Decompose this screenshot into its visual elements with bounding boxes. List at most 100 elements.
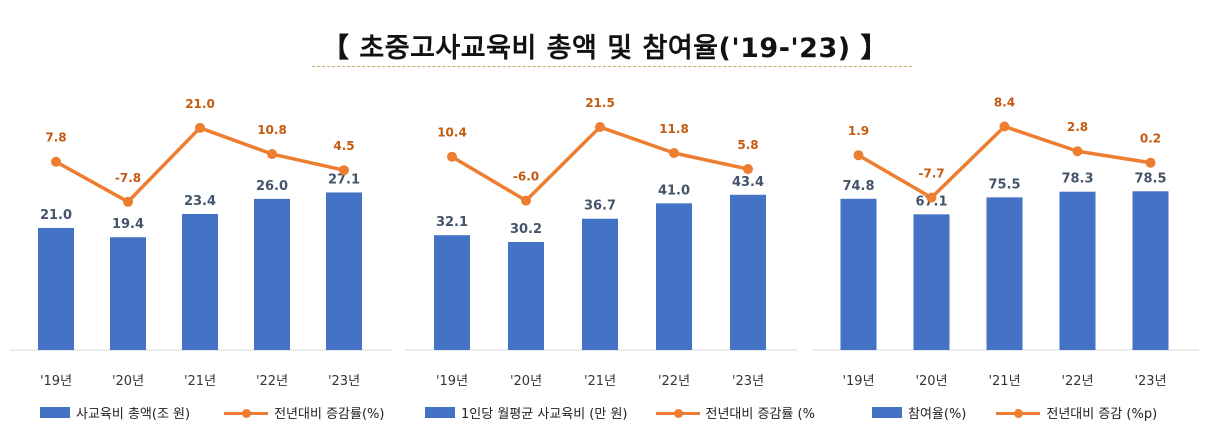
line-point — [267, 149, 277, 160]
chart-panel-participation-rate: 74.867.175.578.378.51.9-7.78.42.80.2'19년… — [812, 80, 1200, 447]
x-tick-label: '19년 — [436, 374, 468, 389]
bar-value-label: 78.3 — [1061, 172, 1093, 187]
bar — [1132, 191, 1169, 350]
bar — [913, 214, 950, 350]
line-series — [55, 126, 345, 204]
line-point — [123, 196, 133, 207]
bar — [656, 203, 692, 350]
chart-participation-rate: 74.867.175.578.378.51.9-7.78.42.80.2'19년… — [812, 95, 1199, 389]
legend-item-line: 전년대비 증감률(%) — [224, 403, 384, 422]
legend-bar-label: 사교육비 총액(조 원) — [76, 407, 191, 422]
chart-total-spending: 21.0 19.4 23.4 26.0 27.1 7.8 -7.8 21.0 10.8 4.5 '1… — [10, 97, 392, 389]
legend-item-bar: 참여율(%) — [872, 403, 966, 422]
line-point — [195, 122, 205, 133]
line-value-label: 11.8 — [659, 122, 689, 136]
x-tick-label: '22년 — [1061, 374, 1093, 389]
bar-value-label: 19.4 — [112, 217, 144, 232]
legend-bar-swatch — [40, 407, 70, 418]
legend-line-label: 전년대비 증감률(%) — [274, 407, 385, 422]
x-tick-label: '23년 — [1134, 374, 1166, 389]
chart-legend: 사교육비 총액(조 원) 전년대비 증감률(%) — [40, 403, 384, 422]
line-value-label: 21.0 — [185, 97, 215, 111]
line-point — [999, 121, 1010, 132]
line-point — [1145, 157, 1156, 168]
bar — [986, 197, 1023, 350]
legend-bar-swatch — [872, 407, 902, 418]
chart-panel-total-spending: 21.0 19.4 23.4 26.0 27.1 7.8 -7.8 21.0 10.8 4.5 '1… — [10, 80, 395, 447]
x-tick-label: '23년 — [732, 374, 764, 389]
line-point — [926, 192, 937, 203]
x-tick-label: '20년 — [510, 374, 542, 389]
line-value-label: 7.8 — [45, 131, 66, 145]
chart-panel-monthly-spending: 32.1 30.2 36.7 41.0 43.4 10.4 -6.0 21.5 11.8 5.8 '… — [405, 80, 815, 447]
chart-legend: 1인당 월평균 사교육비 (만 원) 전년대비 증감률 (% — [425, 403, 815, 422]
bar — [582, 218, 618, 350]
legend-bar-swatch — [425, 407, 455, 418]
line-point — [743, 164, 753, 175]
bar-value-label: 74.8 — [842, 179, 874, 194]
line-point — [447, 151, 457, 162]
title-underline — [312, 66, 912, 67]
line-value-label: 0.2 — [1140, 132, 1161, 146]
line-value-label: 21.5 — [585, 96, 615, 110]
x-tick-label: '22년 — [658, 374, 690, 389]
legend-line-swatch — [224, 407, 269, 419]
line-value-label: 10.4 — [437, 126, 467, 140]
line-value-label: 1.9 — [848, 124, 869, 138]
line-value-label: 4.5 — [333, 139, 354, 153]
x-tick-label: '21년 — [988, 374, 1020, 389]
line-point — [521, 195, 531, 206]
legend-line-label: 전년대비 증감률 (% — [705, 407, 815, 422]
chart-legend: 참여율(%) 전년대비 증감 (%p) — [872, 403, 1157, 422]
bar-value-label: 27.1 — [328, 172, 360, 187]
line-value-label: -7.8 — [115, 171, 141, 185]
line-value-label: 10.8 — [257, 123, 287, 137]
line-value-label: 8.4 — [994, 95, 1015, 109]
bar-value-label: 78.5 — [1134, 171, 1166, 186]
x-tick-label: '22년 — [256, 374, 288, 389]
x-tick-label: '19년 — [842, 374, 874, 389]
x-tick-label: '19년 — [40, 374, 72, 389]
line-point — [595, 122, 605, 133]
x-tick-label: '23년 — [328, 374, 360, 389]
bar-value-label: 30.2 — [510, 222, 542, 237]
x-tick-label: '21년 — [184, 374, 216, 389]
bar-value-label: 23.4 — [184, 194, 216, 209]
bar — [110, 237, 146, 350]
line-value-label: -7.7 — [918, 167, 944, 181]
bar — [840, 198, 877, 350]
page-title-text: 【 초중고사교육비 총액 및 참여율('19-'23) 】 — [322, 33, 888, 64]
bar-value-label: 26.0 — [256, 179, 288, 194]
bar — [326, 192, 362, 350]
bar — [434, 235, 470, 350]
line-point — [853, 150, 864, 161]
legend-item-line: 전년대비 증감 (%p) — [996, 403, 1157, 422]
line-value-label: -6.0 — [513, 170, 539, 184]
bar-value-label: 43.4 — [732, 175, 764, 190]
bar-value-label: 32.1 — [436, 215, 468, 230]
bar-value-label: 21.0 — [40, 208, 72, 223]
legend-item-bar: 1인당 월평균 사교육비 (만 원) — [425, 403, 628, 422]
legend-line-label: 전년대비 증감 (%p) — [1046, 407, 1158, 422]
x-tick-label: '21년 — [584, 374, 616, 389]
line-point — [339, 165, 349, 176]
legend-line-swatch — [655, 407, 700, 419]
bar-value-label: 41.0 — [658, 183, 690, 198]
legend-item-bar: 사교육비 총액(조 원) — [40, 403, 190, 422]
legend-bar-label: 참여율(%) — [908, 407, 967, 422]
line-value-label: 2.8 — [1067, 120, 1088, 134]
line-point — [51, 156, 61, 167]
x-tick-label: '20년 — [112, 374, 144, 389]
bar — [38, 227, 74, 350]
line-point — [669, 148, 679, 158]
bar-value-label: 75.5 — [988, 177, 1020, 192]
line-value-label: 5.8 — [737, 138, 758, 152]
line-point — [1072, 146, 1083, 157]
chart-monthly-spending: 32.1 30.2 36.7 41.0 43.4 10.4 -6.0 21.5 11.8 5.8 '… — [405, 96, 797, 389]
bar — [730, 194, 766, 350]
x-tick-label: '20년 — [915, 374, 947, 389]
page-title: 【 초중고사교육비 총액 및 참여율('19-'23) 】 — [0, 26, 1210, 67]
legend-line-swatch — [996, 407, 1041, 419]
legend-item-line: 전년대비 증감률 (% — [655, 403, 815, 422]
bar — [1059, 191, 1096, 350]
